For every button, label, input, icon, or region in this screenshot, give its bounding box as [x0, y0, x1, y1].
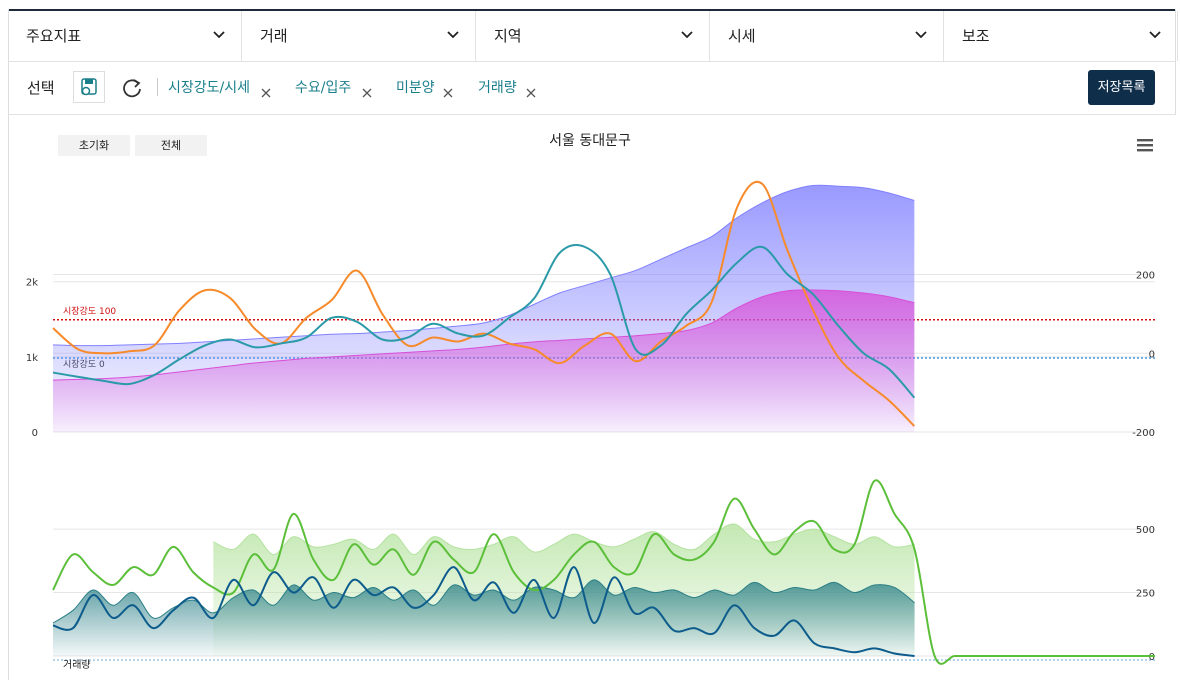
left-border [8, 9, 9, 680]
area-edge [52, 289, 915, 381]
line [52, 244, 916, 399]
chart-title: 서울 동대문구 [549, 133, 631, 149]
chart: 0 250 500 거래량 [52, 479, 1155, 671]
x-icon [261, 88, 271, 98]
row-border [8, 61, 1175, 62]
y-tick-label: 250 [1136, 589, 1155, 600]
dropdown-tab[interactable]: 보조 [944, 11, 1178, 61]
top-rule [8, 9, 1175, 11]
menu-icon[interactable] [1137, 139, 1153, 152]
dropdown-tab[interactable]: 거래 [242, 11, 476, 61]
row-border [8, 114, 1175, 115]
chip-remove[interactable] [362, 83, 372, 98]
x-icon [362, 88, 372, 98]
reset-button[interactable]: 초기화 [58, 135, 130, 156]
select-label: 선택 [27, 79, 55, 97]
filter-chip: 미분양 [396, 80, 435, 96]
refresh-icon[interactable] [121, 77, 143, 99]
y-tick-label: 1k [26, 353, 38, 364]
save-list-button[interactable]: 저장목록 [1088, 70, 1155, 105]
chip-remove[interactable] [443, 83, 453, 98]
filter-chip: 수요/입주 [295, 80, 352, 96]
y2-tick-label: -200 [1132, 428, 1155, 439]
y-tick-label: 0 [1149, 652, 1155, 663]
y-tick-label: 2k [26, 278, 38, 289]
dropdown-tab[interactable]: 시세 [710, 11, 944, 61]
axis-annotation: 거래량 [63, 659, 91, 671]
x-icon [443, 88, 453, 98]
x-icon [526, 88, 536, 98]
dropdown-tab[interactable]: 주요지표 [8, 11, 242, 61]
reference-label: 시장강도 100 [63, 306, 116, 317]
chevron [915, 31, 927, 39]
all-button[interactable]: 전체 [135, 135, 207, 156]
dropdown-tab[interactable]: 지역 [476, 11, 710, 61]
y-tick-label: 500 [1136, 525, 1155, 536]
line [52, 479, 1155, 665]
chip-remove[interactable] [261, 83, 271, 98]
icon [81, 78, 97, 96]
filter-chip: 시장강도/시세 [168, 80, 250, 96]
filter-chip: 거래량 [478, 80, 517, 96]
right-border [1175, 9, 1176, 115]
area [53, 289, 915, 432]
separator [157, 78, 158, 96]
chevron [681, 31, 693, 39]
y-tick-label: 0 [32, 428, 38, 439]
chevron [1149, 31, 1161, 39]
save-icon[interactable] [73, 71, 105, 103]
y2-tick-label: 200 [1136, 271, 1155, 282]
area [53, 579, 915, 656]
chevron [213, 31, 225, 39]
chevron [447, 31, 459, 39]
chip-remove[interactable] [526, 83, 536, 98]
y2-tick-label: 0 [1149, 349, 1155, 360]
line [52, 566, 915, 657]
area-edge [213, 523, 915, 555]
